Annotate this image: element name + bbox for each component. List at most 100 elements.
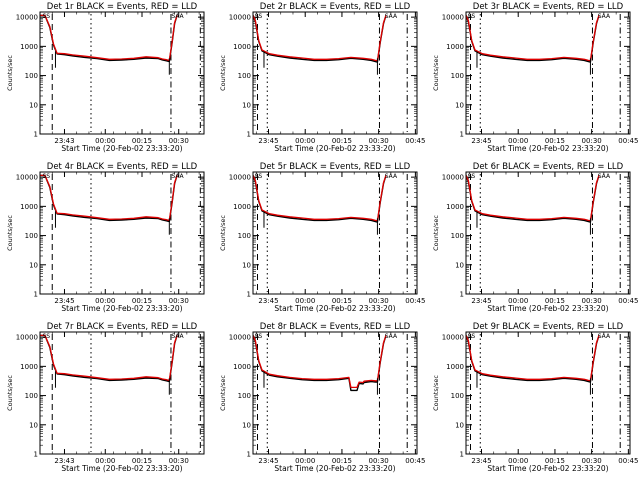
x-tick-label: 00:15: [132, 457, 152, 465]
x-tick-label: 00:30: [582, 457, 602, 465]
y-tick-label: 10000: [442, 174, 464, 182]
x-tick-label: 00:30: [169, 457, 189, 465]
x-tick-label: 00:00: [508, 137, 528, 145]
x-tick-label: 00:45: [618, 137, 638, 145]
y-axis-label: Counts/sec: [432, 215, 440, 251]
y-tick-label: 10000: [229, 334, 251, 342]
y-tick-label: 100: [25, 392, 38, 400]
y-tick-label: 10: [29, 421, 38, 429]
flag-label: SAA: [171, 13, 184, 20]
y-tick-label: 1000: [20, 363, 38, 371]
y-tick-label: 10: [29, 101, 38, 109]
x-axis-label: Start Time (20-Feb-02 23:33:20): [61, 464, 182, 473]
y-tick-label: 100: [451, 72, 464, 80]
flag-label: SAA: [385, 13, 398, 20]
x-tick-label: 00:15: [332, 137, 352, 145]
y-tick-label: 100: [25, 232, 38, 240]
flag-label: SS: [255, 13, 263, 20]
x-tick-label: 00:30: [369, 137, 389, 145]
x-tick-label: 00:30: [582, 137, 602, 145]
x-axis-label: Start Time (20-Feb-02 23:33:20): [61, 144, 182, 153]
x-tick-label: 23:45: [471, 457, 491, 465]
y-tick-label: 1: [34, 451, 38, 459]
panel-det-6r: Det 6r BLACK = Events, RED = LLD10000100…: [432, 162, 638, 313]
panel-title: Det 3r BLACK = Events, RED = LLD: [473, 2, 624, 12]
x-tick-label: 00:15: [132, 297, 152, 305]
y-axis-label: Counts/sec: [6, 215, 14, 251]
panel-det-4r: Det 4r BLACK = Events, RED = LLD10000100…: [6, 162, 205, 313]
y-tick-label: 1000: [20, 203, 38, 211]
panel-det-1r: Det 1r BLACK = Events, RED = LLD10000100…: [6, 2, 205, 153]
flag-label: SAA: [385, 333, 398, 340]
panel-title: Det 2r BLACK = Events, RED = LLD: [260, 2, 411, 12]
y-tick-label: 1000: [20, 43, 38, 51]
x-tick-label: 00:15: [545, 137, 565, 145]
y-tick-label: 1: [247, 291, 251, 299]
y-tick-label: 10000: [16, 174, 38, 182]
y-tick-label: 1000: [233, 363, 251, 371]
x-axis-label: Start Time (20-Feb-02 23:33:20): [487, 464, 608, 473]
y-axis-label: Counts/sec: [219, 55, 227, 91]
y-tick-label: 1: [460, 451, 464, 459]
plot-frame: [39, 11, 205, 135]
x-axis-label: Start Time (20-Feb-02 23:33:20): [61, 304, 182, 313]
x-tick-label: 00:00: [95, 297, 115, 305]
panel-title: Det 5r BLACK = Events, RED = LLD: [260, 162, 411, 172]
y-tick-label: 10000: [16, 14, 38, 22]
flag-label: SAA: [598, 13, 611, 20]
x-tick-label: 00:15: [132, 137, 152, 145]
x-tick-label: 00:30: [369, 297, 389, 305]
x-tick-label: 00:00: [508, 297, 528, 305]
y-tick-label: 10000: [229, 14, 251, 22]
x-tick-label: 00:00: [95, 137, 115, 145]
y-tick-label: 10: [242, 261, 251, 269]
panel-det-2r: Det 2r BLACK = Events, RED = LLD10000100…: [219, 2, 425, 153]
x-tick-label: 23:45: [258, 457, 278, 465]
events-line: [466, 335, 600, 383]
y-tick-label: 1000: [233, 203, 251, 211]
x-tick-label: 23:45: [471, 297, 491, 305]
x-tick-label: 00:30: [169, 137, 189, 145]
x-tick-label: 23:45: [54, 297, 74, 305]
flag-label: SS: [42, 173, 50, 180]
y-tick-label: 10000: [16, 334, 38, 342]
x-tick-label: 00:45: [618, 297, 638, 305]
flag-label: SS: [42, 13, 50, 20]
plot-frame: [465, 11, 631, 135]
y-tick-label: 1: [460, 131, 464, 139]
x-tick-label: 00:45: [405, 137, 425, 145]
x-axis-label: Start Time (20-Feb-02 23:33:20): [487, 304, 608, 313]
panel-title: Det 4r BLACK = Events, RED = LLD: [47, 162, 198, 172]
x-axis-label: Start Time (20-Feb-02 23:33:20): [274, 144, 395, 153]
x-tick-label: 00:45: [405, 297, 425, 305]
panel-title: Det 1r BLACK = Events, RED = LLD: [47, 2, 198, 12]
x-tick-label: 00:00: [295, 457, 315, 465]
flag-label: SS: [255, 173, 263, 180]
lld-line: [253, 335, 387, 389]
panel-det-5r: Det 5r BLACK = Events, RED = LLD10000100…: [219, 162, 425, 313]
y-tick-label: 10: [242, 421, 251, 429]
y-tick-label: 10: [455, 101, 464, 109]
x-axis-label: Start Time (20-Feb-02 23:33:20): [487, 144, 608, 153]
panel-det-8r: Det 8r BLACK = Events, RED = LLD10000100…: [219, 322, 425, 473]
flag-label: SS: [468, 13, 476, 20]
y-tick-label: 10000: [442, 14, 464, 22]
flag-label: SS: [255, 333, 263, 340]
lld-line: [466, 175, 600, 222]
panel-det-9r: Det 9r BLACK = Events, RED = LLD10000100…: [432, 322, 638, 473]
x-tick-label: 00:45: [618, 457, 638, 465]
x-tick-label: 00:15: [545, 297, 565, 305]
x-axis-label: Start Time (20-Feb-02 23:33:20): [274, 464, 395, 473]
y-tick-label: 1000: [446, 203, 464, 211]
y-tick-label: 10: [455, 421, 464, 429]
lld-line: [253, 15, 387, 62]
y-tick-label: 10: [29, 261, 38, 269]
y-tick-label: 10: [455, 261, 464, 269]
y-tick-label: 100: [25, 72, 38, 80]
y-axis-label: Counts/sec: [6, 55, 14, 91]
y-tick-label: 1: [460, 291, 464, 299]
x-axis-label: Start Time (20-Feb-02 23:33:20): [274, 304, 395, 313]
plot-frame: [465, 171, 631, 295]
plot-frame: [252, 331, 418, 455]
